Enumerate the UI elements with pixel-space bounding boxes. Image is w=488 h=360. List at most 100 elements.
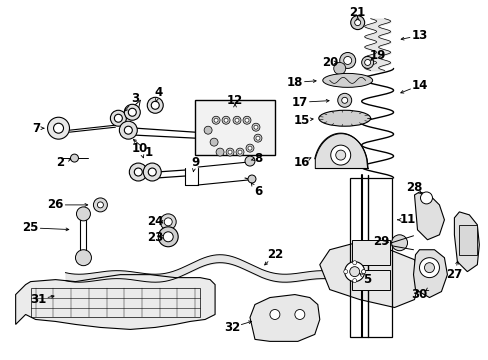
Circle shape [148, 168, 156, 176]
Circle shape [420, 192, 431, 204]
Circle shape [243, 116, 250, 124]
Circle shape [124, 126, 132, 134]
Text: 1: 1 [144, 145, 152, 159]
Circle shape [224, 118, 227, 122]
Circle shape [330, 145, 350, 165]
Circle shape [222, 116, 229, 124]
Text: 18: 18 [286, 76, 303, 89]
Circle shape [424, 263, 433, 273]
Text: 14: 14 [410, 79, 427, 92]
Text: 16: 16 [293, 156, 309, 168]
Circle shape [419, 258, 439, 278]
Circle shape [203, 126, 212, 134]
Text: 12: 12 [226, 94, 243, 107]
Circle shape [247, 175, 255, 183]
Circle shape [236, 148, 244, 156]
Circle shape [114, 114, 122, 122]
Text: 20: 20 [321, 56, 337, 69]
Text: 22: 22 [266, 248, 283, 261]
Circle shape [134, 168, 142, 176]
Circle shape [76, 207, 90, 221]
Circle shape [238, 150, 242, 154]
Text: 15: 15 [293, 114, 309, 127]
Text: 11: 11 [399, 213, 415, 226]
Circle shape [110, 110, 126, 126]
Text: 13: 13 [410, 29, 427, 42]
Circle shape [361, 270, 365, 274]
Circle shape [97, 202, 103, 208]
Text: 27: 27 [446, 268, 462, 281]
Text: 26: 26 [47, 198, 63, 211]
Circle shape [343, 270, 347, 274]
Circle shape [214, 118, 218, 122]
Circle shape [225, 148, 234, 156]
Text: 5: 5 [363, 273, 371, 286]
Polygon shape [319, 242, 419, 307]
Circle shape [53, 123, 63, 133]
Text: 31: 31 [30, 293, 47, 306]
Text: 9: 9 [191, 156, 199, 168]
Text: 17: 17 [291, 96, 307, 109]
Circle shape [227, 150, 232, 154]
Circle shape [361, 57, 373, 68]
Circle shape [75, 250, 91, 266]
Circle shape [70, 154, 78, 162]
Bar [351, 270, 389, 289]
Circle shape [119, 121, 137, 139]
Text: 4: 4 [154, 86, 162, 99]
Circle shape [124, 104, 140, 120]
Bar [31, 288, 200, 318]
Circle shape [251, 123, 260, 131]
Circle shape [210, 138, 218, 146]
Polygon shape [414, 192, 444, 240]
Circle shape [212, 116, 220, 124]
Text: 23: 23 [147, 231, 163, 244]
Circle shape [344, 262, 364, 282]
Polygon shape [413, 250, 447, 298]
Ellipse shape [318, 110, 370, 126]
Circle shape [339, 53, 355, 68]
Circle shape [335, 150, 345, 160]
Polygon shape [453, 212, 478, 272]
Text: 7: 7 [33, 122, 41, 135]
Circle shape [391, 235, 407, 251]
Text: 25: 25 [22, 221, 39, 234]
Text: 32: 32 [224, 321, 240, 334]
Bar [195, 100, 274, 155]
Bar [351, 240, 389, 265]
Circle shape [128, 108, 136, 116]
Circle shape [341, 97, 347, 103]
Circle shape [253, 134, 262, 142]
Circle shape [343, 57, 351, 64]
Circle shape [247, 146, 251, 150]
Ellipse shape [322, 73, 372, 87]
Circle shape [364, 59, 370, 66]
Circle shape [349, 267, 359, 276]
Text: 19: 19 [368, 49, 385, 62]
Text: 29: 29 [373, 235, 389, 248]
Text: 24: 24 [147, 215, 163, 228]
Polygon shape [249, 294, 319, 341]
Text: 10: 10 [132, 141, 148, 155]
Circle shape [255, 136, 260, 140]
Circle shape [333, 62, 345, 75]
Circle shape [294, 310, 304, 319]
Circle shape [47, 117, 69, 139]
Circle shape [337, 93, 351, 107]
Circle shape [163, 232, 173, 242]
Text: 28: 28 [406, 181, 422, 194]
Text: 2: 2 [56, 156, 64, 168]
Circle shape [143, 163, 161, 181]
Polygon shape [16, 275, 215, 329]
Circle shape [151, 101, 159, 109]
Circle shape [245, 144, 253, 152]
Circle shape [147, 97, 163, 113]
Circle shape [269, 310, 279, 319]
Circle shape [216, 148, 224, 156]
Text: 30: 30 [410, 288, 427, 301]
Circle shape [235, 118, 239, 122]
Circle shape [352, 261, 356, 265]
Bar [349, 178, 391, 337]
Circle shape [350, 15, 364, 30]
Text: 3: 3 [131, 92, 139, 105]
